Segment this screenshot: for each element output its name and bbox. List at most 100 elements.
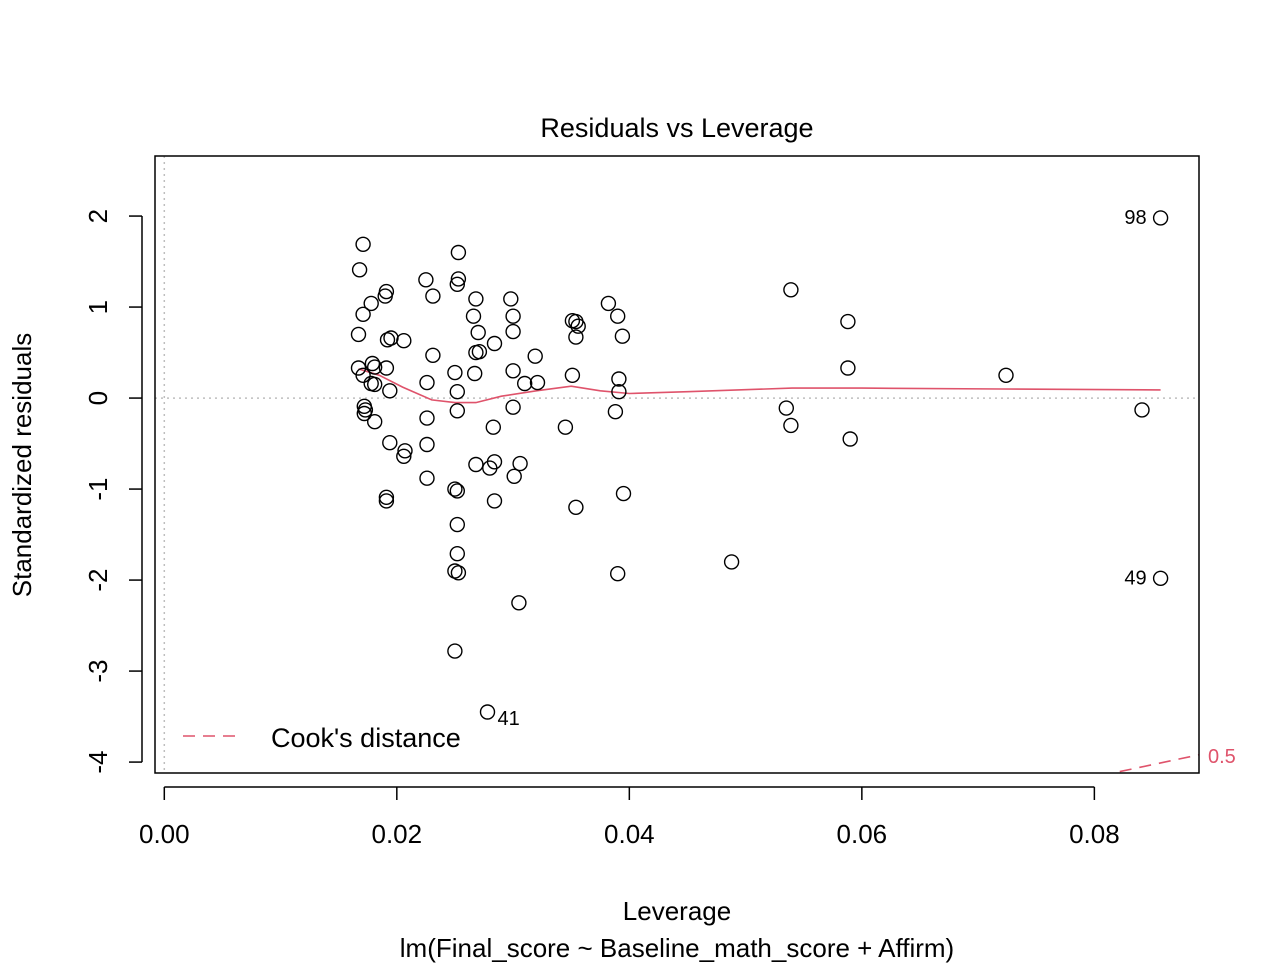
data-point xyxy=(611,371,627,387)
data-point xyxy=(364,355,381,372)
cooks-distance-line xyxy=(1109,754,1199,773)
data-point xyxy=(378,489,395,505)
data-point xyxy=(355,236,371,253)
data-point xyxy=(778,400,794,416)
y-tick-label: 1 xyxy=(83,300,113,314)
y-axis: 2 1 0 -1 -2 -3 -4 xyxy=(83,209,143,774)
x-tick-label: 0.06 xyxy=(837,819,888,849)
data-point xyxy=(447,563,463,579)
data-point xyxy=(377,288,393,304)
data-point xyxy=(449,546,465,562)
x-tick-label: 0.00 xyxy=(139,819,190,849)
data-point xyxy=(505,323,521,340)
data-point xyxy=(557,419,574,435)
point-label-41: 41 xyxy=(498,708,520,730)
data-point xyxy=(378,360,395,376)
data-point xyxy=(505,399,521,415)
data-point xyxy=(840,360,856,376)
y-tick-label: 0 xyxy=(83,391,113,405)
point-labels: 41 98 49 xyxy=(498,207,1147,730)
data-point xyxy=(486,493,503,509)
cooks-distance-contour xyxy=(1109,754,1199,773)
reference-lines xyxy=(155,156,1199,773)
data-point xyxy=(517,375,533,392)
data-point xyxy=(486,335,503,352)
y-tick-label: -1 xyxy=(83,478,113,501)
data-point xyxy=(382,435,398,451)
data-point xyxy=(367,376,383,393)
data-point xyxy=(447,481,463,497)
data-point xyxy=(447,364,463,381)
y-tick-label: -2 xyxy=(83,569,113,592)
data-point xyxy=(418,272,434,288)
points-layer xyxy=(350,210,1169,720)
data-point xyxy=(467,365,483,382)
y-tick-label: -4 xyxy=(83,751,113,774)
data-point xyxy=(419,436,435,453)
data-point xyxy=(842,431,858,447)
data-point xyxy=(419,374,435,391)
legend-label-cooks-distance: Cook's distance xyxy=(271,723,461,753)
data-point xyxy=(511,595,527,611)
data-point xyxy=(396,333,412,349)
x-tick-label: 0.02 xyxy=(372,819,423,849)
x-axis-subtitle: lm(Final_score ~ Baseline_math_score + A… xyxy=(400,933,954,963)
data-point xyxy=(610,566,626,582)
data-point xyxy=(1152,210,1169,226)
data-point xyxy=(468,291,484,307)
data-point xyxy=(479,704,496,720)
data-point xyxy=(998,367,1014,383)
data-point xyxy=(506,468,522,484)
data-point xyxy=(485,419,501,435)
data-point xyxy=(570,318,586,334)
data-point xyxy=(363,295,379,312)
data-point xyxy=(382,383,398,399)
data-point xyxy=(350,326,367,343)
cooks-distance-value-label: 0.5 xyxy=(1208,746,1236,768)
data-point xyxy=(529,374,546,391)
data-point xyxy=(379,332,396,348)
data-point xyxy=(419,410,435,426)
data-point xyxy=(1152,570,1169,586)
data-point xyxy=(614,328,631,344)
data-point xyxy=(396,448,412,464)
data-point xyxy=(783,282,799,298)
data-point xyxy=(450,271,467,287)
data-point xyxy=(355,306,371,322)
data-point xyxy=(449,276,465,292)
data-point xyxy=(512,455,528,472)
data-point xyxy=(468,456,484,473)
data-point xyxy=(449,483,465,499)
data-point xyxy=(351,262,368,278)
legend: Cook's distance xyxy=(183,723,461,753)
data-point xyxy=(470,324,486,341)
data-point xyxy=(471,344,488,360)
data-point xyxy=(482,460,498,476)
x-tick-label: 0.08 xyxy=(1069,819,1120,849)
data-point xyxy=(600,295,617,312)
point-label-98: 98 xyxy=(1124,207,1146,229)
data-point xyxy=(449,384,465,400)
data-point xyxy=(465,308,482,324)
data-point xyxy=(378,493,395,509)
x-tick-label: 0.04 xyxy=(604,819,655,849)
data-point xyxy=(425,288,441,304)
data-point xyxy=(840,313,856,330)
data-point xyxy=(564,367,581,383)
data-point xyxy=(397,443,413,459)
data-point xyxy=(723,554,740,570)
chart-title: Residuals vs Leverage xyxy=(540,113,813,143)
data-point xyxy=(610,308,626,324)
data-point xyxy=(450,565,467,581)
data-point xyxy=(505,363,521,379)
data-point xyxy=(783,417,799,434)
data-point xyxy=(356,405,372,422)
data-point xyxy=(449,516,465,533)
data-point xyxy=(505,308,521,324)
smooth-curve xyxy=(358,368,1161,404)
data-point xyxy=(568,499,584,515)
plot-frame xyxy=(154,155,1200,774)
x-axis: 0.00 0.02 0.04 0.06 0.08 xyxy=(139,786,1120,849)
data-point xyxy=(450,244,467,261)
